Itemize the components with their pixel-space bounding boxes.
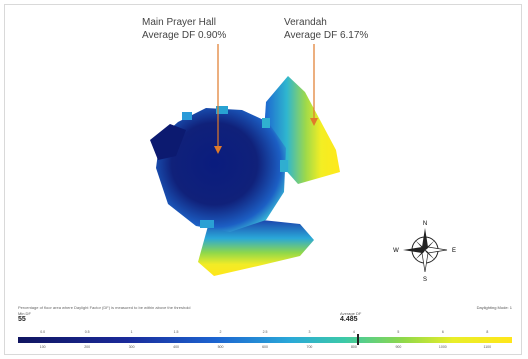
callout-verandah-title: Verandah [284,17,327,28]
callout-verandah-value: Average DF 6.17% [284,30,369,41]
scale-ticks-top: 0.0 0.5 1 1.5 2 2.5 3 4 5 6 8 [18,330,512,336]
scale-tick-bottom-0: 100 [39,345,46,349]
scale-tick-top-4: 2 [219,330,222,334]
north-west-arm-zone [150,124,186,160]
scale-tick-top-2: 1 [130,330,133,334]
scale-tick-bottom-8: 900 [395,345,402,349]
scale-tick-bottom-4: 500 [217,345,224,349]
min-df-stat: Min DF 55 [18,311,31,323]
df-color-scale-bar [18,337,512,343]
compass-n: N [423,221,427,227]
compass-rose-icon: N S E W [393,221,456,283]
callout-main-prayer-hall: Main Prayer Hall Average DF 0.90% [142,16,226,42]
scale-tick-bottom-7: 800 [350,345,357,349]
avg-df-label: Average DF [340,311,362,316]
compass-e: E [452,248,456,254]
scale-tick-bottom-2: 300 [128,345,135,349]
scale-tick-top-5: 2.5 [262,330,268,334]
scale-tick-top-8: 5 [397,330,400,334]
scale-tick-bottom-10: 1100 [483,345,492,349]
scale-tick-bottom-9: 1000 [438,345,447,349]
scale-tick-top-6: 3 [308,330,311,334]
scale-tick-top-1: 0.5 [84,330,90,334]
main-prayer-hall-zone [156,108,286,232]
avg-df-stat: Average DF 4.485 [340,311,361,323]
compass-w: W [393,248,399,254]
scale-tick-bottom-1: 200 [84,345,91,349]
scale-tick-top-0: 0.0 [40,330,46,334]
footer-right-label: Daylighting Mode: 1 [476,305,512,310]
south-wing-zone [198,218,314,276]
scale-ticks-bottom: 100 200 300 400 500 600 700 800 900 1000 1100 [18,345,512,351]
footer-note: Percentage of floor area where Daylight … [18,305,191,310]
callout-main-title: Main Prayer Hall [142,17,216,28]
min-df-label: Min DF [18,311,31,316]
callout-verandah: Verandah Average DF 6.17% [284,16,368,42]
scale-tick-bottom-5: 600 [262,345,268,349]
compass-s: S [423,277,427,283]
callout-main-value: Average DF 0.90% [142,30,227,41]
avg-df-value: 4.485 [340,316,358,323]
scale-tick-top-3: 1.5 [173,330,179,334]
scale-tick-top-10: 8 [486,330,489,334]
min-df-value: 55 [18,316,26,323]
scale-tick-top-9: 6 [441,330,444,334]
scale-tick-top-7: 4 [352,330,355,334]
scale-tick-bottom-3: 400 [173,345,179,349]
scale-tick-bottom-6: 700 [306,345,313,349]
avg-marker [357,334,359,345]
